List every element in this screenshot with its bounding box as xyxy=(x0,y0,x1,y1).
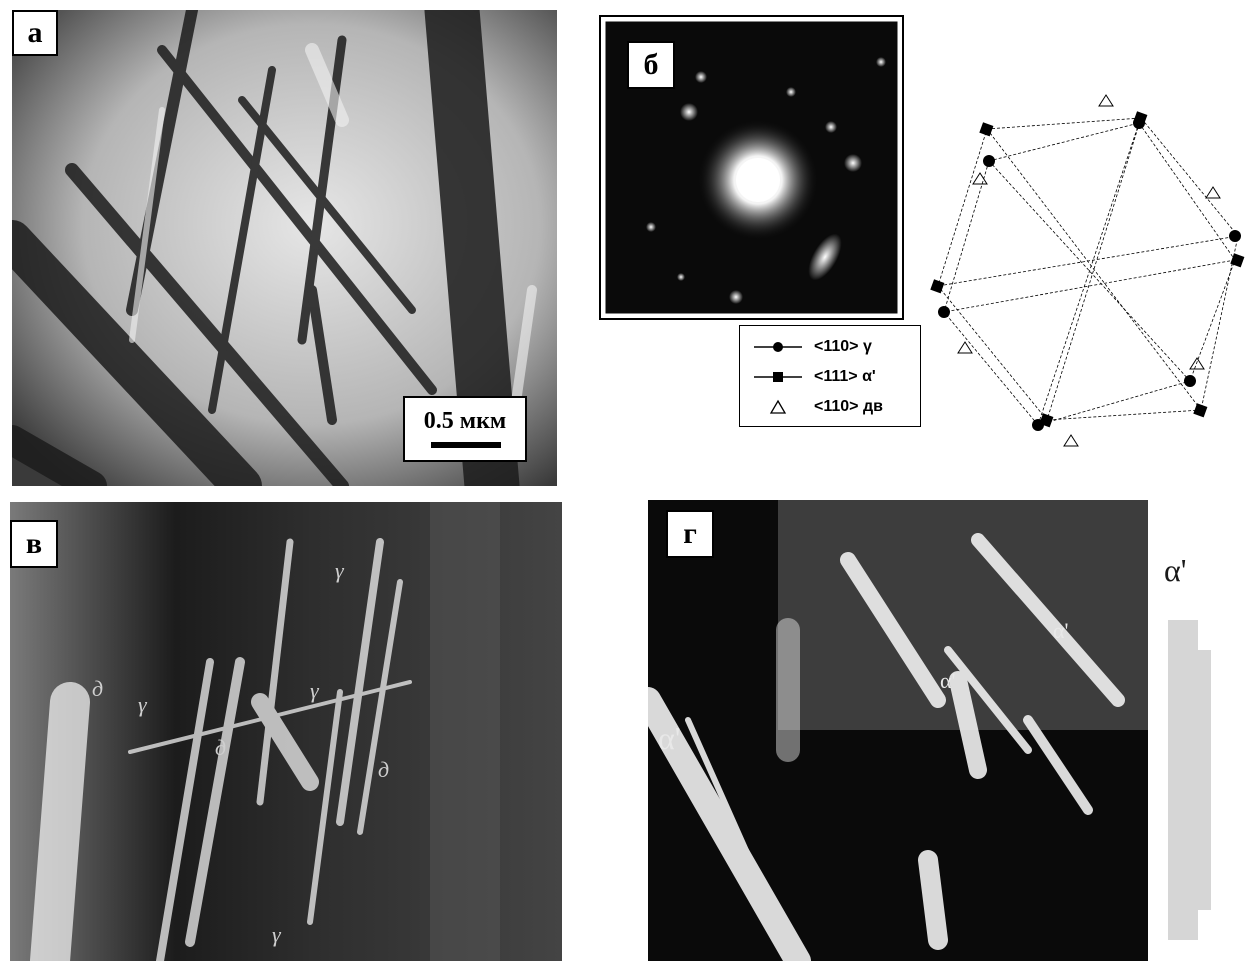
micrograph-a: а 0.5 мкм xyxy=(12,10,557,486)
triangle-markers xyxy=(957,94,1221,447)
legend-row-gamma: <110> γ xyxy=(748,336,872,358)
annotation-d: д xyxy=(215,735,227,760)
micrograph-v-image xyxy=(10,502,562,961)
annotation-alpha: α' xyxy=(1053,618,1069,643)
panel-label-v: в xyxy=(10,520,58,568)
indexing-scheme xyxy=(930,94,1245,447)
annotation-alpha: α' xyxy=(940,668,956,693)
annotation-alpha: α' xyxy=(658,720,681,756)
micrograph-v: в д γ д γ γ д γ xyxy=(10,502,562,961)
scale-bar: 0.5 мкм xyxy=(403,396,527,462)
annotation-gamma: γ xyxy=(272,922,281,947)
annotation-gamma: γ xyxy=(335,558,344,583)
legend-label: <110> γ xyxy=(814,338,872,355)
scale-bar-label: 0.5 мкм xyxy=(423,408,507,434)
panel-label-b: б xyxy=(627,41,675,89)
annotation-alpha: α' xyxy=(1164,552,1187,588)
legend-row-twin: <110> дв xyxy=(748,396,883,418)
legend-row-alpha: <111> α' xyxy=(748,366,876,388)
micrograph-g-image xyxy=(648,500,1211,961)
scale-bar-line xyxy=(431,442,501,448)
legend-label: <111> α' xyxy=(814,368,876,385)
annotation-d: д xyxy=(92,676,104,701)
circle-marker-icon xyxy=(748,336,808,358)
triangle-marker-icon xyxy=(748,396,808,418)
square-marker-icon xyxy=(748,366,808,388)
panel-label-a: а xyxy=(12,10,58,56)
circle-markers xyxy=(938,117,1241,431)
micrograph-a-image xyxy=(12,10,557,486)
micrograph-g: г α' α' α' α' xyxy=(648,500,1249,961)
annotation-d: д xyxy=(378,757,390,782)
diffraction-pattern: б xyxy=(599,15,904,320)
panel-label-g: г xyxy=(666,510,714,558)
annotation-gamma: γ xyxy=(138,692,147,717)
diffraction-legend: <110> γ <111> α' <110> дв xyxy=(739,325,921,427)
legend-label: <110> дв xyxy=(814,398,883,415)
annotation-gamma: γ xyxy=(310,678,319,703)
